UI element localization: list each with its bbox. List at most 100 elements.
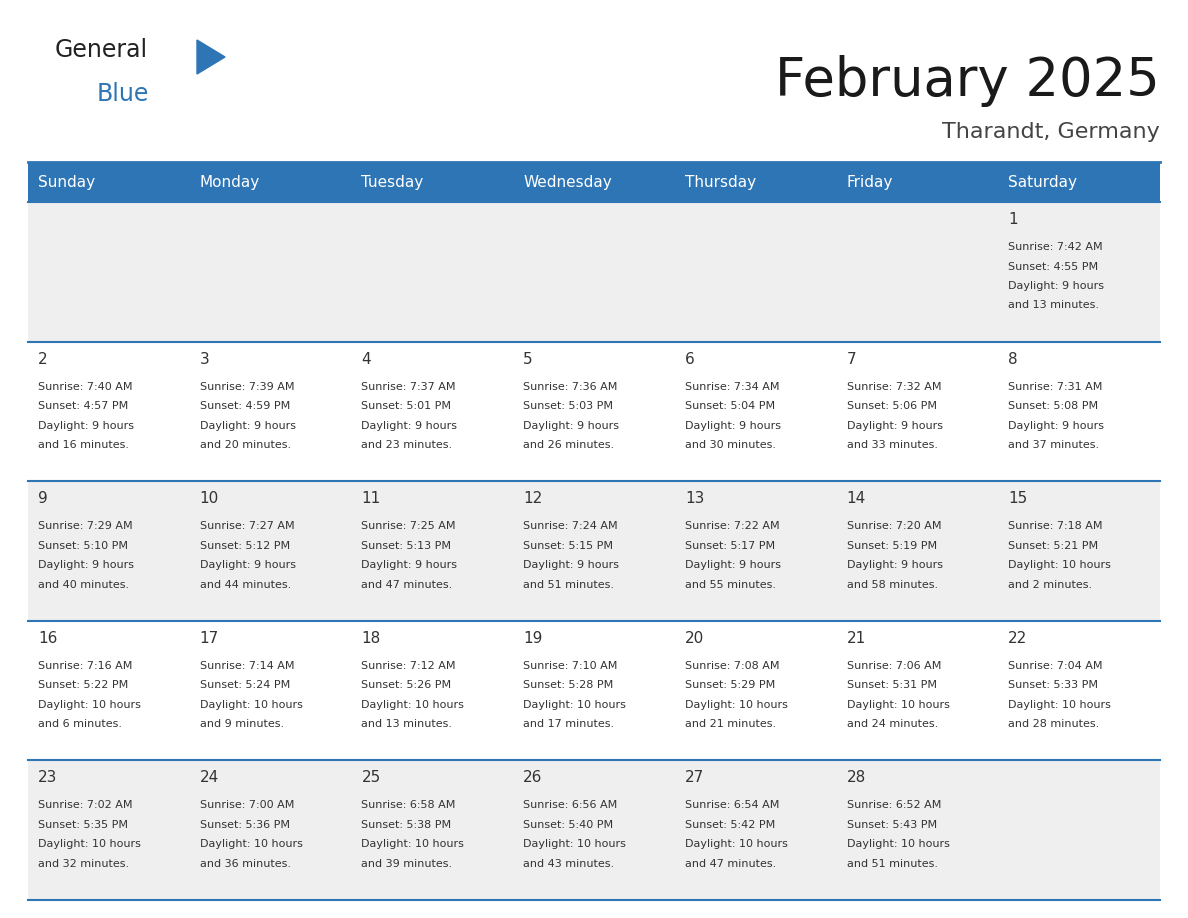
- Text: Sunset: 5:15 PM: Sunset: 5:15 PM: [523, 541, 613, 551]
- Text: Sunset: 5:01 PM: Sunset: 5:01 PM: [361, 401, 451, 411]
- Text: 3: 3: [200, 352, 209, 366]
- Text: 22: 22: [1009, 631, 1028, 645]
- Text: Daylight: 9 hours: Daylight: 9 hours: [523, 420, 619, 431]
- FancyBboxPatch shape: [29, 760, 1159, 900]
- Text: Sunset: 5:40 PM: Sunset: 5:40 PM: [523, 820, 613, 830]
- Text: and 30 minutes.: and 30 minutes.: [684, 440, 776, 450]
- Text: Sunset: 5:36 PM: Sunset: 5:36 PM: [200, 820, 290, 830]
- Text: Sunrise: 7:27 AM: Sunrise: 7:27 AM: [200, 521, 295, 532]
- Text: Daylight: 9 hours: Daylight: 9 hours: [684, 420, 781, 431]
- Text: 23: 23: [38, 770, 57, 786]
- Text: Sunrise: 7:40 AM: Sunrise: 7:40 AM: [38, 382, 133, 392]
- Text: Sunrise: 7:34 AM: Sunrise: 7:34 AM: [684, 382, 779, 392]
- Text: and 39 minutes.: and 39 minutes.: [361, 859, 453, 869]
- Text: Sunset: 5:43 PM: Sunset: 5:43 PM: [847, 820, 936, 830]
- Text: 13: 13: [684, 491, 704, 506]
- Text: Sunset: 5:12 PM: Sunset: 5:12 PM: [200, 541, 290, 551]
- Text: Sunrise: 7:36 AM: Sunrise: 7:36 AM: [523, 382, 618, 392]
- Text: Sunrise: 7:24 AM: Sunrise: 7:24 AM: [523, 521, 618, 532]
- Text: Friday: Friday: [847, 174, 893, 189]
- FancyBboxPatch shape: [29, 341, 1159, 481]
- Text: Sunrise: 7:29 AM: Sunrise: 7:29 AM: [38, 521, 133, 532]
- Text: and 36 minutes.: and 36 minutes.: [200, 859, 291, 869]
- Text: Sunrise: 7:25 AM: Sunrise: 7:25 AM: [361, 521, 456, 532]
- Text: Sunrise: 7:02 AM: Sunrise: 7:02 AM: [38, 800, 133, 811]
- Text: 12: 12: [523, 491, 543, 506]
- Text: and 13 minutes.: and 13 minutes.: [361, 720, 453, 729]
- Text: and 51 minutes.: and 51 minutes.: [847, 859, 937, 869]
- Text: Sunset: 5:42 PM: Sunset: 5:42 PM: [684, 820, 775, 830]
- Text: Tuesday: Tuesday: [361, 174, 424, 189]
- Text: and 47 minutes.: and 47 minutes.: [684, 859, 776, 869]
- Text: Sunset: 5:22 PM: Sunset: 5:22 PM: [38, 680, 128, 690]
- Text: Sunset: 5:17 PM: Sunset: 5:17 PM: [684, 541, 775, 551]
- Text: Sunrise: 7:42 AM: Sunrise: 7:42 AM: [1009, 242, 1102, 252]
- Text: Sunrise: 7:37 AM: Sunrise: 7:37 AM: [361, 382, 456, 392]
- Text: and 9 minutes.: and 9 minutes.: [200, 720, 284, 729]
- Text: Sunset: 5:04 PM: Sunset: 5:04 PM: [684, 401, 775, 411]
- Text: Sunrise: 7:14 AM: Sunrise: 7:14 AM: [200, 661, 295, 671]
- Text: Sunrise: 6:54 AM: Sunrise: 6:54 AM: [684, 800, 779, 811]
- Text: Sunrise: 7:10 AM: Sunrise: 7:10 AM: [523, 661, 618, 671]
- Text: Sunrise: 6:58 AM: Sunrise: 6:58 AM: [361, 800, 456, 811]
- Text: Sunrise: 7:22 AM: Sunrise: 7:22 AM: [684, 521, 779, 532]
- Text: 10: 10: [200, 491, 219, 506]
- Text: 6: 6: [684, 352, 695, 366]
- Text: 2: 2: [38, 352, 48, 366]
- Text: Sunrise: 6:56 AM: Sunrise: 6:56 AM: [523, 800, 618, 811]
- Text: and 17 minutes.: and 17 minutes.: [523, 720, 614, 729]
- Text: Monday: Monday: [200, 174, 260, 189]
- Text: Sunrise: 7:18 AM: Sunrise: 7:18 AM: [1009, 521, 1102, 532]
- Text: Sunset: 5:33 PM: Sunset: 5:33 PM: [1009, 680, 1098, 690]
- FancyBboxPatch shape: [29, 481, 1159, 621]
- Text: 25: 25: [361, 770, 380, 786]
- Text: Sunset: 5:35 PM: Sunset: 5:35 PM: [38, 820, 128, 830]
- Text: and 24 minutes.: and 24 minutes.: [847, 720, 937, 729]
- Text: Saturday: Saturday: [1009, 174, 1078, 189]
- Text: 8: 8: [1009, 352, 1018, 366]
- Text: Sunrise: 7:31 AM: Sunrise: 7:31 AM: [1009, 382, 1102, 392]
- Text: Daylight: 10 hours: Daylight: 10 hours: [1009, 700, 1111, 710]
- Text: Sunset: 4:55 PM: Sunset: 4:55 PM: [1009, 262, 1099, 272]
- Text: Daylight: 10 hours: Daylight: 10 hours: [361, 700, 465, 710]
- Text: Daylight: 9 hours: Daylight: 9 hours: [361, 420, 457, 431]
- Text: Sunset: 4:59 PM: Sunset: 4:59 PM: [200, 401, 290, 411]
- Text: 28: 28: [847, 770, 866, 786]
- Text: and 37 minutes.: and 37 minutes.: [1009, 440, 1099, 450]
- Text: Sunrise: 7:32 AM: Sunrise: 7:32 AM: [847, 382, 941, 392]
- Text: Daylight: 9 hours: Daylight: 9 hours: [523, 560, 619, 570]
- FancyBboxPatch shape: [29, 162, 1159, 202]
- Text: 4: 4: [361, 352, 371, 366]
- Text: and 23 minutes.: and 23 minutes.: [361, 440, 453, 450]
- Text: Sunset: 5:21 PM: Sunset: 5:21 PM: [1009, 541, 1099, 551]
- Text: Daylight: 10 hours: Daylight: 10 hours: [200, 700, 303, 710]
- Text: Daylight: 9 hours: Daylight: 9 hours: [1009, 420, 1105, 431]
- Text: Sunset: 5:06 PM: Sunset: 5:06 PM: [847, 401, 936, 411]
- Text: 20: 20: [684, 631, 704, 645]
- Text: Daylight: 9 hours: Daylight: 9 hours: [200, 420, 296, 431]
- Text: Daylight: 10 hours: Daylight: 10 hours: [38, 839, 141, 849]
- Text: Daylight: 9 hours: Daylight: 9 hours: [38, 420, 134, 431]
- Text: 26: 26: [523, 770, 543, 786]
- Text: 7: 7: [847, 352, 857, 366]
- FancyBboxPatch shape: [29, 621, 1159, 760]
- Text: 9: 9: [38, 491, 48, 506]
- Text: 14: 14: [847, 491, 866, 506]
- FancyBboxPatch shape: [29, 202, 1159, 341]
- Text: and 44 minutes.: and 44 minutes.: [200, 579, 291, 589]
- Text: Daylight: 9 hours: Daylight: 9 hours: [847, 560, 942, 570]
- Text: and 51 minutes.: and 51 minutes.: [523, 579, 614, 589]
- Text: Sunrise: 6:52 AM: Sunrise: 6:52 AM: [847, 800, 941, 811]
- Text: Sunset: 5:24 PM: Sunset: 5:24 PM: [200, 680, 290, 690]
- Text: and 58 minutes.: and 58 minutes.: [847, 579, 937, 589]
- Text: Sunset: 5:28 PM: Sunset: 5:28 PM: [523, 680, 613, 690]
- Text: 24: 24: [200, 770, 219, 786]
- Text: Daylight: 9 hours: Daylight: 9 hours: [847, 420, 942, 431]
- Text: and 32 minutes.: and 32 minutes.: [38, 859, 129, 869]
- Text: Sunset: 5:38 PM: Sunset: 5:38 PM: [361, 820, 451, 830]
- Text: Sunset: 4:57 PM: Sunset: 4:57 PM: [38, 401, 128, 411]
- Text: Sunrise: 7:08 AM: Sunrise: 7:08 AM: [684, 661, 779, 671]
- Text: and 21 minutes.: and 21 minutes.: [684, 720, 776, 729]
- Text: 11: 11: [361, 491, 380, 506]
- Text: 5: 5: [523, 352, 532, 366]
